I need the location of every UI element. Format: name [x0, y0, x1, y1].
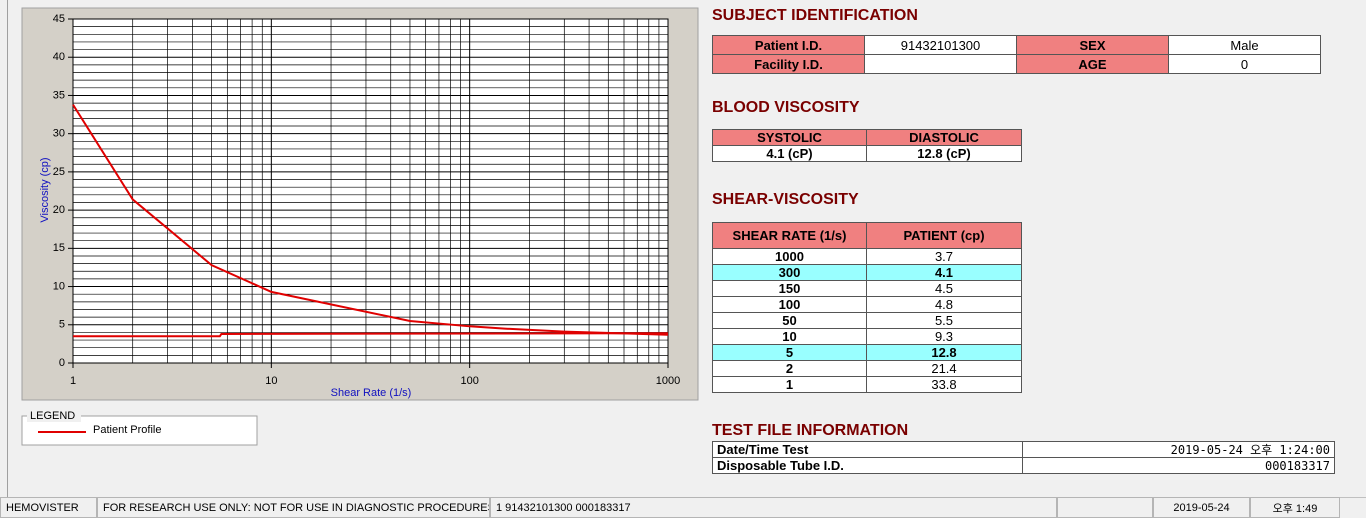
table-cell: 1	[712, 376, 867, 393]
field-label: AGE	[1016, 54, 1169, 74]
table-cell: 4.1	[866, 264, 1022, 281]
field-label: Patient I.D.	[712, 35, 865, 55]
section-title: TEST FILE INFORMATION	[712, 422, 909, 439]
x-tick-label: 1	[70, 375, 76, 387]
table-cell: 4.8	[866, 296, 1022, 313]
table-cell: 3.7	[866, 248, 1022, 265]
table-cell: 4.5	[866, 280, 1022, 297]
table-cell: 100	[712, 296, 867, 313]
status-segment: FOR RESEARCH USE ONLY: NOT FOR USE IN DI…	[97, 497, 490, 518]
series-line	[72, 104, 669, 336]
table-cell: 5.5	[866, 312, 1022, 329]
field-value	[864, 54, 1017, 74]
table-cell: 300	[712, 264, 867, 281]
field-value: Male	[1168, 35, 1321, 55]
column-header: PATIENT (cp)	[866, 222, 1022, 249]
y-tick-label: 20	[53, 204, 65, 216]
field-label: Facility I.D.	[712, 54, 865, 74]
status-segment	[1057, 497, 1153, 518]
y-axis-label: Viscosity (cp)	[39, 157, 51, 222]
status-segment: HEMOVISTER	[0, 497, 97, 518]
status-segment: 1 91432101300 000183317	[490, 497, 1057, 518]
y-tick-label: 10	[53, 280, 65, 292]
legend-title-bg	[27, 409, 81, 422]
y-tick-label: 0	[59, 357, 65, 369]
table-cell: 12.8	[866, 344, 1022, 361]
legend-label: Patient Profile	[93, 424, 161, 436]
field-label: Date/Time Test	[712, 441, 1023, 458]
legend-title: LEGEND	[30, 410, 75, 422]
y-tick-label: 25	[53, 166, 65, 178]
table-cell: 150	[712, 280, 867, 297]
field-value: 000183317	[1022, 457, 1335, 474]
column-header: SHEAR RATE (1/s)	[712, 222, 867, 249]
status-segment: 2019-05-24	[1153, 497, 1250, 518]
table-cell: 10	[712, 328, 867, 345]
status-segment: 오후 1:49	[1250, 497, 1340, 518]
y-tick-label: 35	[53, 89, 65, 101]
column-header: DIASTOLIC	[866, 129, 1022, 146]
table-cell: 2	[712, 360, 867, 377]
table-cell: 21.4	[866, 360, 1022, 377]
field-value: 2019-05-24 오후 1:24:00	[1022, 441, 1335, 458]
y-tick-label: 5	[59, 319, 65, 331]
column-header: SYSTOLIC	[712, 129, 867, 146]
y-tick-label: 15	[53, 242, 65, 254]
table-cell: 1000	[712, 248, 867, 265]
field-label: SEX	[1016, 35, 1169, 55]
x-tick-label: 100	[460, 375, 478, 387]
x-tick-label: 1000	[656, 375, 680, 387]
y-tick-label: 30	[53, 128, 65, 140]
plot-area	[73, 19, 668, 363]
y-tick-label: 40	[53, 51, 65, 63]
legend: LEGEND Patient Profile	[21, 409, 258, 446]
chart: Shear Rate (1/s) Viscosity (cp) LEGEND P…	[21, 7, 699, 446]
table-value: 4.1 (cP)	[712, 145, 867, 162]
section-title: SHEAR-VISCOSITY	[712, 191, 859, 208]
field-value: 0	[1168, 54, 1321, 74]
field-value: 91432101300	[864, 35, 1017, 55]
plot-frame	[72, 18, 669, 364]
x-axis-label: Shear Rate (1/s)	[331, 387, 412, 399]
field-label: Disposable Tube I.D.	[712, 457, 1023, 474]
table-cell: 9.3	[866, 328, 1022, 345]
window-edge	[0, 0, 8, 497]
table-cell: 50	[712, 312, 867, 329]
section-title: SUBJECT IDENTIFICATION	[712, 7, 918, 24]
section-title: BLOOD VISCOSITY	[712, 99, 860, 116]
x-tick-label: 10	[265, 375, 277, 387]
table-cell: 33.8	[866, 376, 1022, 393]
y-tick-label: 45	[53, 13, 65, 25]
table-value: 12.8 (cP)	[866, 145, 1022, 162]
series-line	[73, 332, 669, 338]
table-cell: 5	[712, 344, 867, 361]
